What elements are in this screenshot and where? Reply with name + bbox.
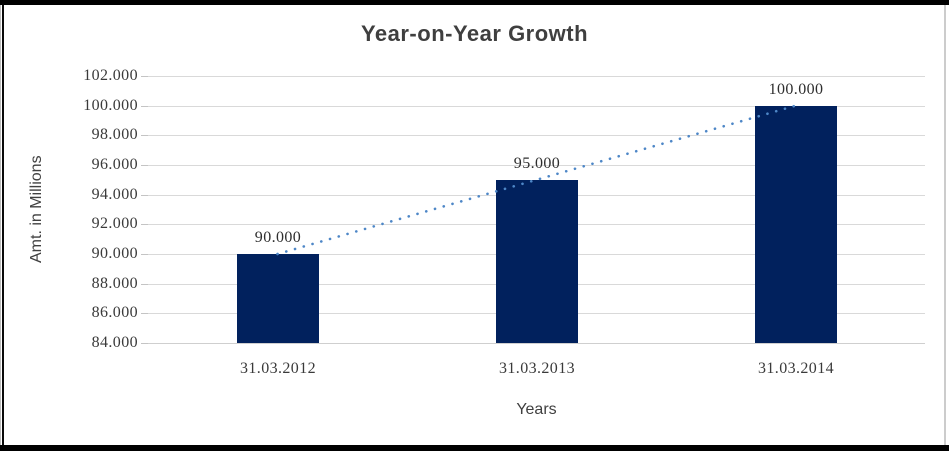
y-tick-mark [141, 224, 148, 225]
y-tick-mark [141, 106, 148, 107]
x-tick-label: 31.03.2012 [240, 360, 316, 377]
frame-top-border [0, 0, 949, 5]
y-tick-label: 98.000 [91, 126, 138, 143]
y-axis-title: Amt. in Millions [28, 155, 45, 264]
x-tick-label: 31.03.2014 [758, 360, 834, 377]
frame-left-outer-border [0, 5, 1, 445]
gridline [148, 76, 925, 77]
bar-value-label: 95.000 [513, 155, 561, 172]
y-tick-mark [141, 284, 148, 285]
y-tick-mark [141, 165, 148, 166]
trendline [276, 104, 797, 256]
y-tick-label: 88.000 [91, 275, 138, 292]
y-tick-mark [141, 254, 148, 255]
frame-bottom-border [0, 445, 949, 451]
gridline [148, 135, 925, 136]
y-tick-label: 90.000 [91, 245, 138, 262]
chart-title: Year-on-Year Growth [360, 21, 589, 46]
y-tick-label: 102.000 [83, 67, 138, 84]
bar [496, 180, 578, 343]
bar [755, 106, 837, 343]
y-tick-label: 92.000 [91, 215, 138, 232]
bar-value-label: 100.000 [768, 81, 824, 98]
x-tick-label: 31.03.2013 [499, 360, 575, 377]
y-tick-label: 86.000 [91, 304, 138, 321]
y-tick-label: 94.000 [91, 186, 138, 203]
gridline [148, 165, 925, 166]
frame-left-border [2, 5, 4, 445]
frame-right-border [944, 5, 946, 445]
bar [237, 254, 319, 343]
y-tick-label: 84.000 [91, 334, 138, 351]
y-tick-mark [141, 195, 148, 196]
plot-area [148, 76, 925, 344]
bar-value-label: 90.000 [254, 229, 302, 246]
y-tick-mark [141, 76, 148, 77]
x-axis-title: Years [516, 401, 557, 418]
y-tick-mark [141, 343, 148, 344]
y-tick-label: 96.000 [91, 156, 138, 173]
y-tick-label: 100.000 [83, 97, 138, 114]
y-tick-mark [141, 313, 148, 314]
y-tick-mark [141, 135, 148, 136]
gridline [148, 106, 925, 107]
